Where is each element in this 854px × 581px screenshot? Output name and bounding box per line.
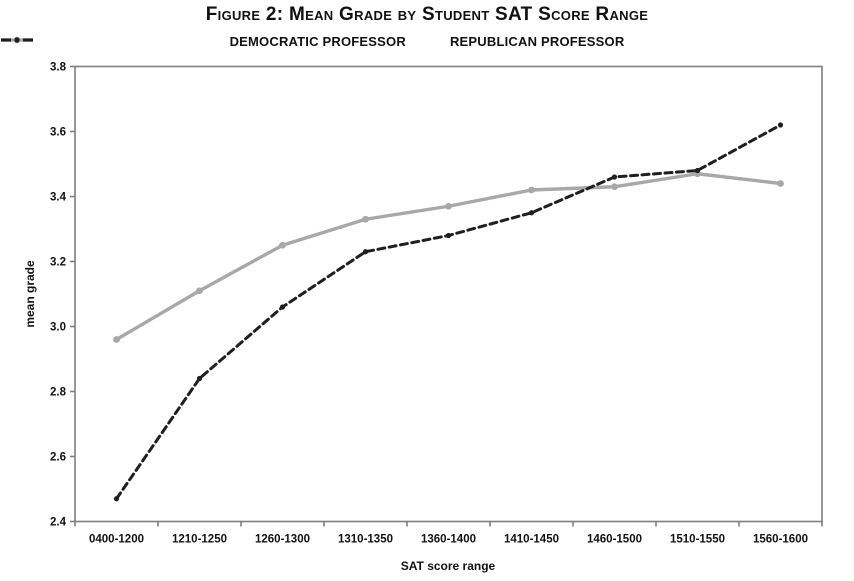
series-line-republican bbox=[115, 123, 782, 501]
x-tick-label: 0400-1200 bbox=[89, 534, 144, 546]
data-point-democratic bbox=[196, 287, 203, 295]
data-point-republican bbox=[611, 174, 618, 180]
data-point-republican bbox=[113, 496, 120, 502]
x-tick-label: 1360-1400 bbox=[421, 534, 476, 546]
x-tick-label: 1310-1350 bbox=[338, 534, 393, 546]
x-tick-label: 1210-1250 bbox=[172, 534, 227, 546]
chart-title: Figure 2: Mean Grade by Student SAT Scor… bbox=[205, 4, 649, 25]
y-tick-label: 2.4 bbox=[50, 517, 67, 529]
data-point-democratic bbox=[611, 183, 618, 191]
data-point-democratic bbox=[362, 215, 369, 223]
x-tick-label: 1260-1300 bbox=[255, 534, 310, 546]
y-tick-label: 3.8 bbox=[50, 62, 67, 74]
legend-republican-dash-swatch-icon bbox=[1, 37, 33, 43]
data-point-republican bbox=[362, 249, 369, 255]
data-point-democratic bbox=[113, 336, 120, 343]
data-point-republican bbox=[777, 122, 784, 128]
legend: DEMOCRATIC PROFESSOR REPUBLICAN PROFESSO… bbox=[0, 34, 854, 49]
data-point-democratic bbox=[279, 241, 286, 249]
data-point-republican bbox=[445, 232, 452, 239]
y-tick-label: 3.2 bbox=[50, 257, 66, 269]
x-tick-label: 1510-1550 bbox=[670, 534, 725, 546]
x-tick-label: 1410-1450 bbox=[504, 534, 559, 546]
y-tick-label: 2.8 bbox=[50, 387, 67, 399]
data-point-democratic bbox=[528, 186, 535, 194]
data-point-democratic bbox=[777, 180, 784, 187]
y-axis-title: mean grade bbox=[23, 260, 37, 328]
series-line-democratic bbox=[114, 172, 783, 342]
x-tick-label: 1460-1500 bbox=[587, 534, 642, 546]
data-point-democratic bbox=[445, 202, 452, 210]
y-tick-label: 3.0 bbox=[50, 322, 66, 334]
legend-label-republican: REPUBLICAN PROFESSOR bbox=[449, 34, 625, 49]
x-axis-title: SAT score range bbox=[400, 559, 496, 573]
legend-item-republican: REPUBLICAN PROFESSOR bbox=[1, 34, 625, 49]
data-point-republican bbox=[279, 304, 286, 310]
x-tick-label: 1560-1600 bbox=[753, 534, 808, 546]
data-point-republican bbox=[694, 167, 701, 174]
data-point-republican bbox=[196, 375, 203, 382]
plot-border bbox=[74, 65, 823, 523]
y-tick-label: 3.4 bbox=[50, 192, 67, 204]
y-tick-label: 3.6 bbox=[50, 127, 66, 139]
data-point-republican bbox=[528, 210, 535, 216]
legend-label-democratic: DEMOCRATIC PROFESSOR bbox=[229, 34, 406, 49]
y-tick-label: 2.6 bbox=[50, 452, 66, 464]
